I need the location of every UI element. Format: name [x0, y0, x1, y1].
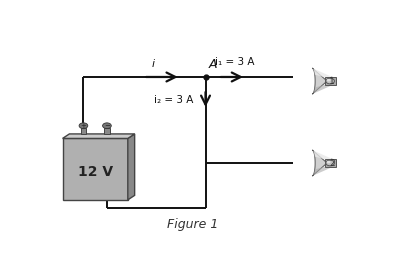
- Polygon shape: [326, 77, 336, 85]
- Text: 1: 1: [329, 77, 335, 86]
- Text: i₁ = 3 A: i₁ = 3 A: [215, 57, 255, 67]
- Circle shape: [326, 78, 334, 84]
- Circle shape: [103, 123, 111, 128]
- Text: A: A: [209, 58, 217, 71]
- Text: −: −: [104, 123, 110, 129]
- Polygon shape: [128, 134, 135, 200]
- Text: 12 V: 12 V: [78, 165, 113, 179]
- Text: +: +: [81, 123, 86, 129]
- Polygon shape: [81, 128, 86, 134]
- Text: i₂ = 3 A: i₂ = 3 A: [154, 94, 193, 105]
- Circle shape: [326, 160, 334, 166]
- Circle shape: [79, 123, 88, 128]
- Polygon shape: [104, 128, 110, 134]
- Text: i: i: [151, 59, 154, 69]
- Polygon shape: [326, 159, 336, 167]
- Circle shape: [327, 161, 331, 163]
- Polygon shape: [312, 68, 332, 79]
- Polygon shape: [312, 83, 332, 94]
- Text: Figure 1: Figure 1: [167, 218, 219, 231]
- Polygon shape: [312, 150, 332, 176]
- Polygon shape: [63, 138, 128, 200]
- Text: 2: 2: [329, 159, 335, 168]
- Polygon shape: [312, 68, 332, 94]
- Circle shape: [327, 79, 331, 81]
- Polygon shape: [312, 165, 332, 176]
- Polygon shape: [312, 150, 332, 161]
- Polygon shape: [63, 134, 135, 138]
